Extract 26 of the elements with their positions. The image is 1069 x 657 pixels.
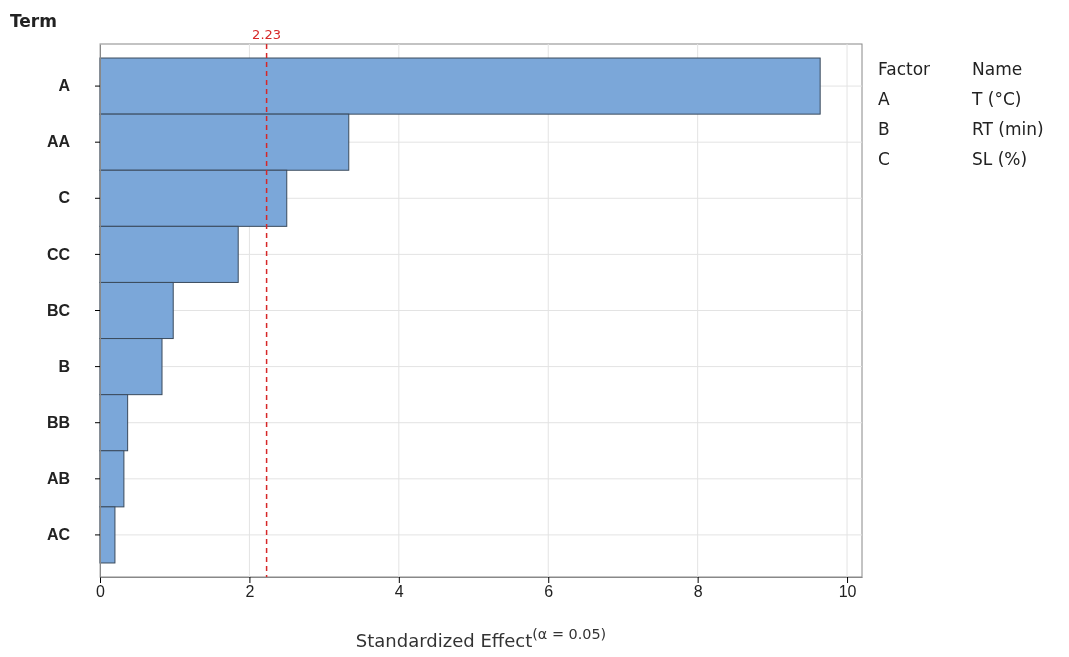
text: B	[878, 119, 890, 139]
x-tick-label: 10	[838, 583, 857, 601]
ref-line-label: 2.23	[252, 27, 282, 42]
y-tick-label: BC	[46, 301, 71, 319]
x-tick-label: 0	[96, 583, 106, 601]
y-tick-label: AB	[46, 469, 70, 487]
y-tick-label: B	[58, 357, 70, 375]
x-tick-label: 2	[245, 583, 255, 601]
y-tick-label: CC	[46, 245, 71, 263]
text: A	[878, 89, 890, 109]
y-tick-label: BB	[46, 413, 70, 431]
y-axis-title: Term	[10, 11, 57, 31]
x-tick-label: 8	[693, 583, 703, 601]
x-tick-label: 4	[394, 583, 404, 601]
text: T (°C)	[971, 89, 1022, 109]
y-tick-label: A	[58, 77, 71, 95]
text: RT (min)	[972, 119, 1044, 139]
text: Factor	[878, 59, 931, 79]
x-axis-title: Standardized Effect$^{(α = 0.05)}$	[355, 626, 607, 651]
y-tick-label: AC	[46, 526, 71, 544]
text: C	[878, 149, 890, 169]
y-tick-label: C	[58, 189, 71, 207]
y-tick-label: AA	[46, 133, 71, 151]
text: SL (%)	[972, 149, 1028, 169]
x-tick-label: 6	[544, 583, 554, 601]
text: Name	[972, 59, 1023, 79]
